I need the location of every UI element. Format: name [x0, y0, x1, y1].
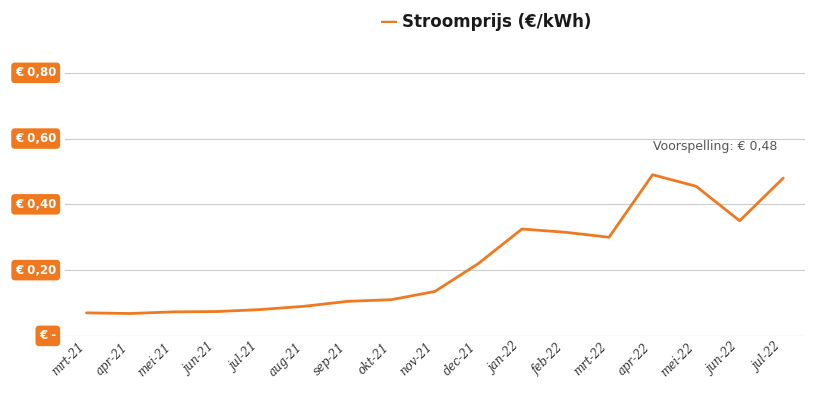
Text: Voorspelling: € 0,48: Voorspelling: € 0,48 [653, 140, 776, 153]
Text: € 0,20: € 0,20 [15, 264, 57, 277]
Text: € 0,40: € 0,40 [15, 198, 57, 211]
Text: € 0,60: € 0,60 [15, 132, 57, 145]
Text: € -: € - [39, 329, 57, 342]
Text: Stroomprijs (€/kWh): Stroomprijs (€/kWh) [401, 13, 590, 31]
Text: —: — [379, 13, 397, 31]
Text: € 0,80: € 0,80 [15, 66, 57, 79]
